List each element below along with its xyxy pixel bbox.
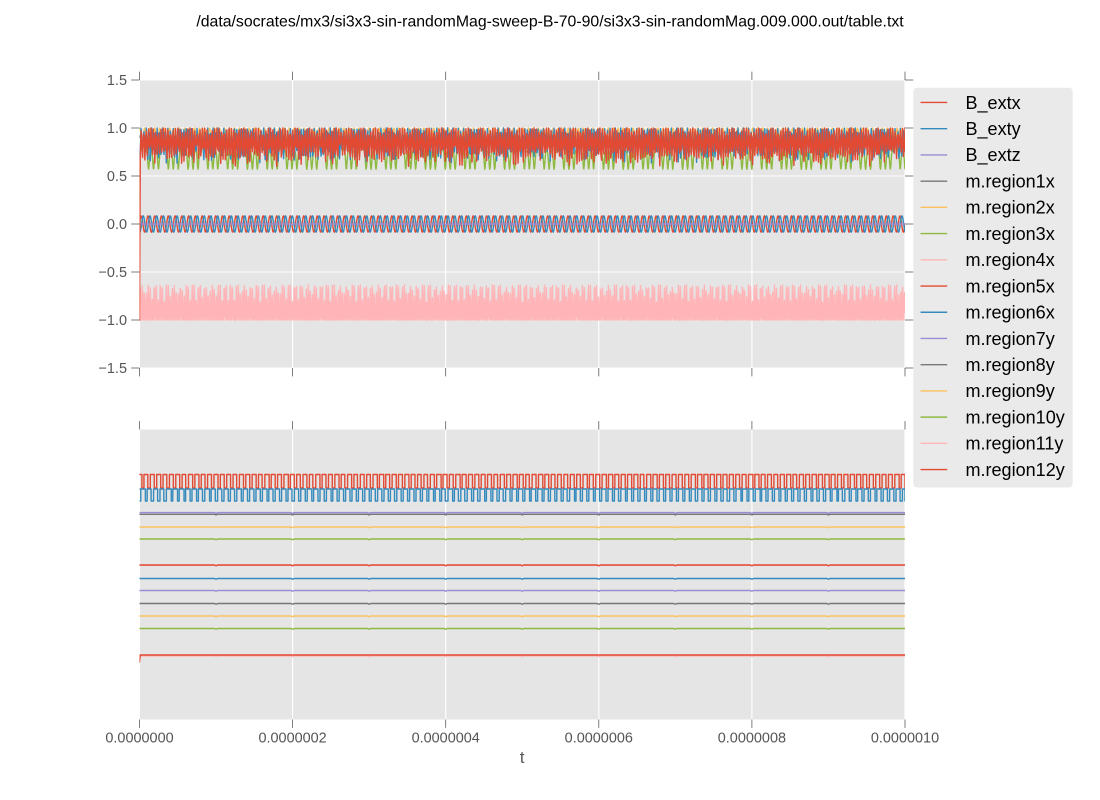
svg-text:0.0000006: 0.0000006 [565,730,633,746]
svg-text:1.0: 1.0 [107,121,127,137]
svg-text:m.region4x: m.region4x [965,250,1054,270]
svg-text:m.region5x: m.region5x [965,276,1054,296]
svg-text:0.0000000: 0.0000000 [105,730,173,746]
svg-text:m.region11y: m.region11y [965,434,1063,454]
svg-text:−0.5: −0.5 [98,265,127,281]
svg-text:m.region2x: m.region2x [965,198,1054,218]
svg-text:m.region6x: m.region6x [965,303,1054,323]
svg-text:0.0000002: 0.0000002 [258,730,326,746]
svg-text:0.0000010: 0.0000010 [871,730,939,746]
svg-text:m.region9y: m.region9y [965,381,1054,401]
svg-text:B_extz: B_extz [965,145,1020,166]
svg-text:0.0000008: 0.0000008 [718,730,786,746]
svg-text:0.5: 0.5 [107,169,127,185]
svg-text:−1.0: −1.0 [98,313,127,329]
svg-text:m.region12y: m.region12y [965,460,1064,480]
svg-text:B_exty: B_exty [965,119,1020,140]
svg-text:m.region8y: m.region8y [965,355,1054,375]
svg-text:/data/socrates/mx3/si3x3-sin-r: /data/socrates/mx3/si3x3-sin-randomMag-s… [196,14,904,31]
svg-text:m.region10y: m.region10y [965,407,1064,427]
svg-text:m.region3x: m.region3x [965,224,1054,244]
svg-text:0.0: 0.0 [107,217,127,233]
svg-text:m.region1x: m.region1x [965,171,1054,191]
svg-text:−1.5: −1.5 [98,361,127,377]
svg-text:1.5: 1.5 [107,73,127,89]
svg-text:t: t [520,748,525,767]
svg-text:m.region7y: m.region7y [965,329,1054,349]
svg-text:0.0000004: 0.0000004 [412,730,480,746]
svg-text:B_extx: B_extx [965,93,1020,114]
